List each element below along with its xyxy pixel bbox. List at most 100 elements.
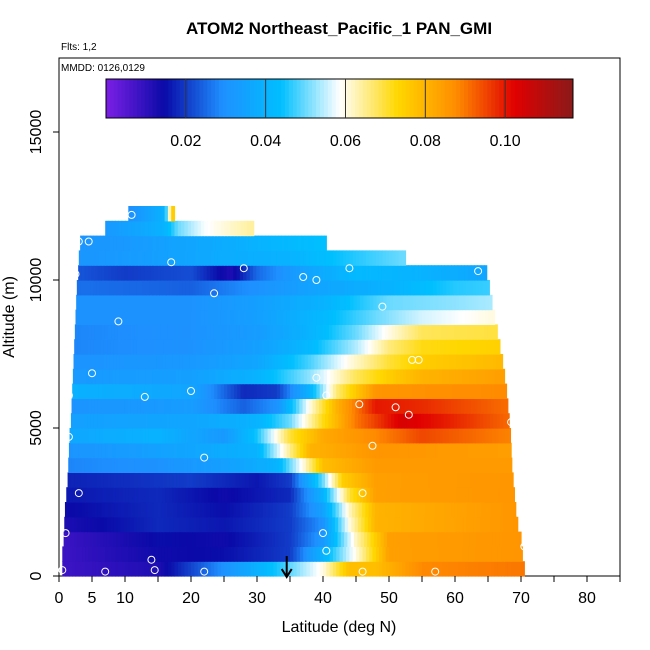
heatmap-cell <box>88 502 92 518</box>
heatmap-cell <box>273 561 278 577</box>
heatmap-cell <box>146 413 151 429</box>
altitude-band <box>74 339 501 355</box>
heatmap-cell <box>113 339 118 355</box>
heatmap-cell <box>488 383 492 399</box>
y-axis-label: Altitude (m) <box>1 276 18 358</box>
heatmap-cell <box>80 339 85 355</box>
heatmap-cell <box>193 265 198 281</box>
heatmap-cell <box>336 294 341 311</box>
heatmap-cell <box>181 442 185 459</box>
heatmap-cell <box>156 280 160 296</box>
heatmap-cell <box>478 368 483 385</box>
heatmap-cell <box>285 339 290 355</box>
heatmap-cell <box>183 472 187 488</box>
heatmap-cell <box>298 339 303 355</box>
heatmap-cell <box>270 250 275 266</box>
heatmap-cell <box>262 472 267 488</box>
heatmap-cell <box>255 413 260 429</box>
heatmap-cell <box>319 442 324 459</box>
heatmap-cell <box>255 531 259 547</box>
heatmap-cell <box>432 294 437 311</box>
heatmap-cell <box>468 546 473 562</box>
heatmap-cell <box>148 487 153 503</box>
heatmap-cell <box>134 265 139 281</box>
heatmap-cell <box>209 516 214 533</box>
heatmap-cell <box>305 339 310 355</box>
heatmap-cell <box>253 398 257 414</box>
heatmap-cell <box>240 383 245 399</box>
heatmap-cell <box>420 280 424 296</box>
heatmap-cell <box>292 324 297 340</box>
heatmap-cell <box>416 531 421 547</box>
heatmap-cell <box>485 428 490 444</box>
heatmap-cell <box>239 265 244 281</box>
heatmap-cell <box>422 383 426 399</box>
heatmap-cell <box>276 383 281 399</box>
heatmap-cell <box>165 354 170 370</box>
heatmap-cell <box>443 531 448 547</box>
heatmap-cell <box>243 398 248 414</box>
heatmap-cell <box>453 280 457 296</box>
heatmap-cell <box>325 324 330 340</box>
heatmap-cell <box>248 354 253 370</box>
heatmap-cell <box>488 487 493 503</box>
heatmap-cell <box>398 265 403 281</box>
heatmap-cell <box>370 531 375 547</box>
heatmap-cell <box>433 516 438 533</box>
heatmap-cell <box>156 531 160 547</box>
heatmap-cell <box>425 442 430 459</box>
heatmap-cell <box>163 339 168 355</box>
heatmap-cell <box>78 265 83 281</box>
heatmap-cell <box>170 457 175 473</box>
heatmap-cell <box>336 250 341 266</box>
heatmap-cell <box>235 354 240 370</box>
heatmap-cell <box>203 265 208 281</box>
heatmap-cell <box>331 339 336 355</box>
heatmap-cell <box>408 383 413 399</box>
heatmap-cell <box>204 294 209 311</box>
heatmap-cell <box>253 383 258 399</box>
heatmap-cell <box>342 502 347 518</box>
heatmap-cell <box>507 398 509 414</box>
heatmap-cell <box>144 457 149 473</box>
heatmap-cell <box>455 294 460 311</box>
colorbar-segment <box>483 79 488 118</box>
heatmap-cell <box>278 339 283 355</box>
heatmap-cell <box>155 487 160 503</box>
heatmap-cell <box>361 339 366 355</box>
heatmap-cell <box>460 398 465 414</box>
heatmap-cell <box>286 442 291 459</box>
heatmap-cell <box>84 457 89 473</box>
heatmap-cell <box>210 220 215 237</box>
heatmap-cell <box>450 472 455 488</box>
heatmap-cell <box>220 502 224 518</box>
heatmap-cell <box>390 531 395 547</box>
sample-point <box>391 403 400 412</box>
heatmap-cell <box>336 546 341 562</box>
heatmap-cell <box>254 487 259 503</box>
heatmap-cell <box>175 487 180 503</box>
heatmap-cell <box>90 280 94 296</box>
heatmap-cell <box>93 472 98 488</box>
heatmap-cell <box>164 206 169 222</box>
heatmap-cell <box>350 280 355 296</box>
heatmap-cell <box>393 354 398 370</box>
heatmap-cell <box>120 516 125 533</box>
heatmap-cell <box>238 235 243 251</box>
heatmap-cell <box>290 442 294 459</box>
heatmap-cell <box>481 442 486 459</box>
heatmap-cell <box>145 294 150 311</box>
heatmap-cell <box>268 531 273 547</box>
heatmap-cell <box>109 235 114 251</box>
heatmap-cell <box>338 457 343 473</box>
heatmap-cell <box>81 398 86 414</box>
heatmap-cell <box>402 368 407 385</box>
colorbar-segment <box>561 79 566 118</box>
heatmap-cell <box>352 502 356 518</box>
heatmap-cell <box>491 442 496 459</box>
heatmap-cell <box>247 428 252 444</box>
heatmap-cell <box>97 413 102 429</box>
heatmap-cell <box>276 250 281 266</box>
heatmap-cell <box>324 472 329 488</box>
